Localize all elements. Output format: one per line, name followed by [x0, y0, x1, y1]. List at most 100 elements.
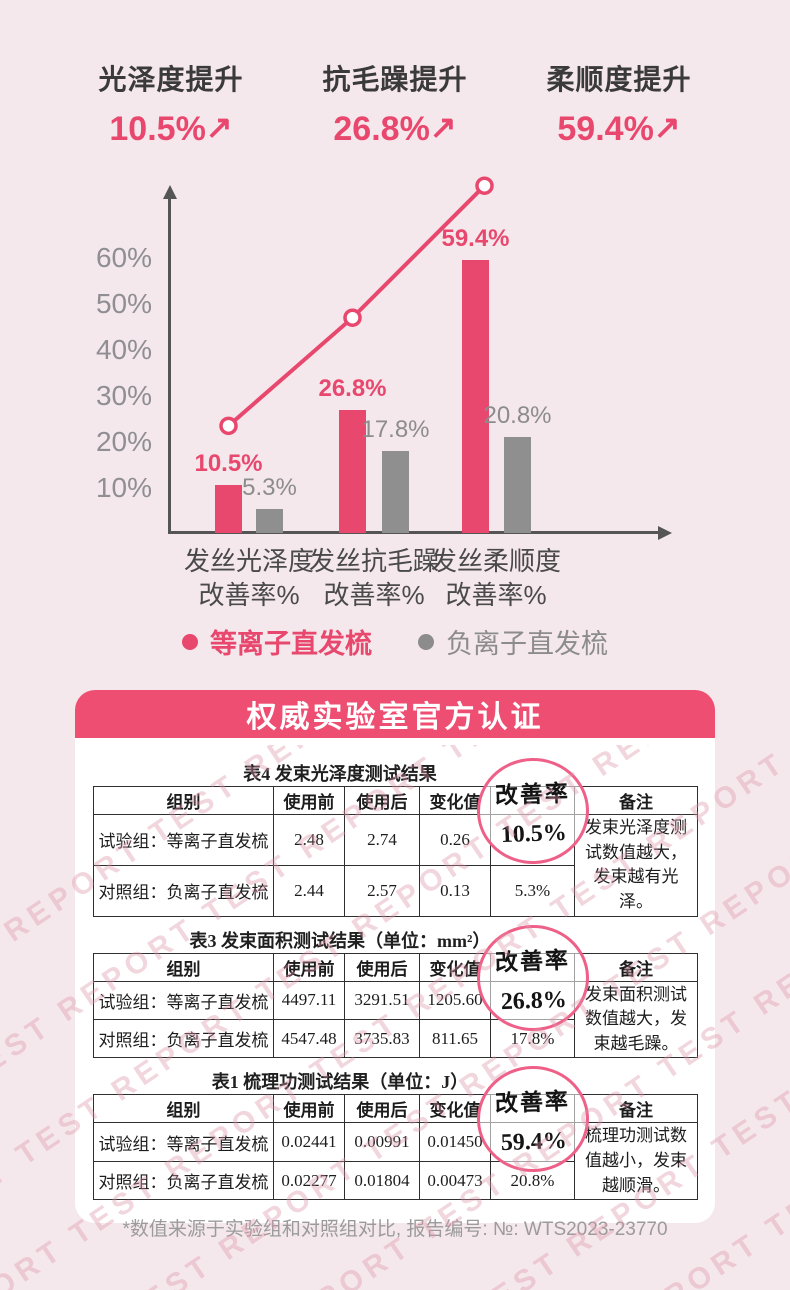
cell-after: 3291.51	[344, 980, 420, 1021]
table-row: 试验组：等离子直发梳 0.02441 0.00991 0.01450 梳理功测试…	[93, 1122, 698, 1201]
stat-gloss: 光泽度提升 10.5%↗	[86, 58, 256, 149]
bar-等离子直发梳-0	[215, 485, 242, 533]
stamp-label: 改善率	[494, 1088, 571, 1117]
cell-change: 811.65	[419, 1019, 491, 1059]
stat-antifrizz: 抗毛躁提升 26.8%↗	[310, 58, 480, 149]
cell-after: 2.57	[344, 864, 420, 917]
y-axis-tick: 10%	[95, 472, 152, 503]
stat-label: 抗毛躁提升	[322, 64, 468, 95]
cell-after: 3735.83	[344, 1019, 420, 1059]
stat-value: 59.4%↗	[534, 109, 704, 149]
cell-group: 对照组：负离子直发梳	[93, 1019, 274, 1059]
cell-before: 2.44	[273, 864, 345, 917]
trend-marker-icon	[475, 176, 494, 195]
bar-负离子直发梳-0	[256, 509, 283, 533]
stat-value-text: 59.4%	[557, 110, 654, 148]
improvement-bar-chart: 60% 50% 40% 30% 20% 10% 10.5% 26.8% 59.4% 5…	[90, 176, 710, 610]
stamp-value: 10.5%	[500, 819, 568, 848]
y-axis-tick: 40%	[95, 334, 152, 365]
col-header: 使用前	[273, 1094, 345, 1124]
col-header: 使用后	[344, 952, 420, 982]
col-header: 备注	[574, 952, 698, 982]
cell-group: 试验组：等离子直发梳	[93, 814, 274, 866]
cell-before: 0.02441	[273, 1122, 345, 1162]
legend-item-negative-ion: 负离子直发梳	[418, 622, 608, 661]
y-axis-tick: 30%	[95, 380, 152, 411]
up-arrow-icon: ↗	[205, 109, 233, 145]
stat-label: 柔顺度提升	[546, 64, 692, 95]
bar-等离子直发梳-1	[339, 410, 366, 533]
bar-负离子直发梳-1	[382, 451, 409, 533]
stats-row: 光泽度提升 10.5%↗ 抗毛躁提升 26.8%↗ 柔顺度提升 59.4%↗	[0, 58, 790, 149]
cell-group: 对照组：负离子直发梳	[93, 864, 274, 917]
bar-value-label: 26.8%	[318, 375, 387, 402]
cell-group: 试验组：等离子直发梳	[93, 980, 274, 1021]
legend-dot-icon	[182, 633, 198, 650]
cell-group: 对照组：负离子直发梳	[93, 1160, 274, 1201]
bar-value-label: 59.4%	[441, 225, 510, 252]
test-table-gloss: 表4 发束光泽度测试结果 组别 使用前 使用后 变化值 备注 试验组：等离子直发…	[93, 756, 698, 917]
legend-item-plasma: 等离子直发梳	[182, 622, 372, 661]
table-row: 对照组：负离子直发梳 2.44 2.57 0.13 5.3%	[93, 864, 698, 917]
cell-after: 0.01804	[344, 1160, 420, 1201]
up-arrow-icon: ↗	[653, 109, 681, 145]
bar-value-label: 10.5%	[194, 450, 263, 477]
legend-label: 负离子直发梳	[446, 629, 608, 659]
test-table-combing: 表1 梳理功测试结果（单位：J） 组别 使用前 使用后 变化值 备注 试验组：等…	[93, 1064, 698, 1201]
test-table-area: 表3 发束面积测试结果（单位：mm²） 组别 使用前 使用后 变化值 备注 试验…	[93, 922, 698, 1059]
stat-value: 26.8%↗	[310, 109, 480, 149]
y-axis-arrow-icon	[163, 185, 177, 199]
y-axis-tick: 60%	[95, 242, 152, 273]
cell-before: 2.48	[273, 814, 345, 866]
trend-marker-icon	[219, 416, 238, 436]
cell-change: 0.01450	[419, 1122, 491, 1162]
stat-value-text: 10.5%	[109, 110, 206, 148]
col-header: 备注	[574, 1094, 698, 1124]
bar-value-label: 20.8%	[483, 402, 552, 429]
stat-smoothness: 柔顺度提升 59.4%↗	[534, 58, 704, 149]
stamp-label: 改善率	[494, 946, 571, 975]
stat-value: 10.5%↗	[86, 109, 256, 149]
cell-change: 0.13	[419, 864, 491, 917]
bar-等离子直发梳-2	[462, 260, 489, 533]
cell-rate: 5.3%	[490, 864, 575, 917]
cell-change: 0.00473	[419, 1160, 491, 1201]
certificate-banner: 权威实验室官方认证	[75, 690, 715, 738]
table-header-row: 组别 使用前 使用后 变化值 备注	[93, 786, 698, 815]
category-line2: 改善率%	[198, 579, 300, 610]
col-header: 使用前	[273, 786, 345, 815]
cell-before: 4497.11	[273, 980, 345, 1021]
table-title: 表1 梳理功测试结果（单位：J）	[211, 1072, 469, 1093]
col-header: 备注	[574, 786, 698, 815]
col-header: 组别	[93, 952, 274, 982]
bar-负离子直发梳-2	[504, 437, 531, 533]
legend-label: 等离子直发梳	[210, 629, 372, 659]
category-line1: 发丝光泽度	[183, 546, 314, 576]
col-header: 使用前	[273, 952, 345, 982]
col-header: 组别	[93, 786, 274, 815]
table-row: 对照组：负离子直发梳 0.02277 0.01804 0.00473 20.8%	[93, 1160, 698, 1201]
stat-label: 光泽度提升	[98, 64, 244, 95]
table-header-row: 组别 使用前 使用后 变化值 备注	[93, 1094, 698, 1124]
trend-line	[219, 176, 494, 436]
stat-value-text: 26.8%	[333, 110, 430, 148]
table-row: 试验组：等离子直发梳 2.48 2.74 0.26 发束光泽度测试数值越大，发束…	[93, 814, 698, 917]
data-table: 组别 使用前 使用后 变化值 备注 试验组：等离子直发梳 2.48 2.74 0…	[93, 786, 698, 917]
x-axis-arrow-icon	[658, 526, 672, 540]
stamp-value: 59.4%	[500, 1127, 568, 1157]
cell-note: 发束面积测试数值越大，发束越毛躁。	[574, 980, 698, 1059]
chart-legend: 等离子直发梳 负离子直发梳	[0, 622, 790, 661]
bar-value-label: 5.3%	[242, 474, 297, 501]
category-line2: 改善率%	[445, 579, 547, 610]
up-arrow-icon: ↗	[429, 109, 457, 145]
cell-note: 梳理功测试数值越小，发束越顺滑。	[574, 1122, 698, 1201]
certificate-body: 表4 发束光泽度测试结果 组别 使用前 使用后 变化值 备注 试验组：等离子直发…	[75, 738, 715, 1241]
y-axis-line	[168, 197, 171, 534]
cell-group: 试验组：等离子直发梳	[93, 1122, 274, 1162]
cell-before: 0.02277	[273, 1160, 345, 1201]
x-axis-category: 发丝柔顺度 改善率%	[406, 545, 586, 613]
col-header: 组别	[93, 1094, 274, 1124]
table-header-row: 组别 使用前 使用后 变化值 备注	[93, 952, 698, 982]
cell-note: 发束光泽度测试数值越大，发束越有光泽。	[574, 814, 698, 917]
y-axis-tick: 50%	[95, 288, 152, 319]
